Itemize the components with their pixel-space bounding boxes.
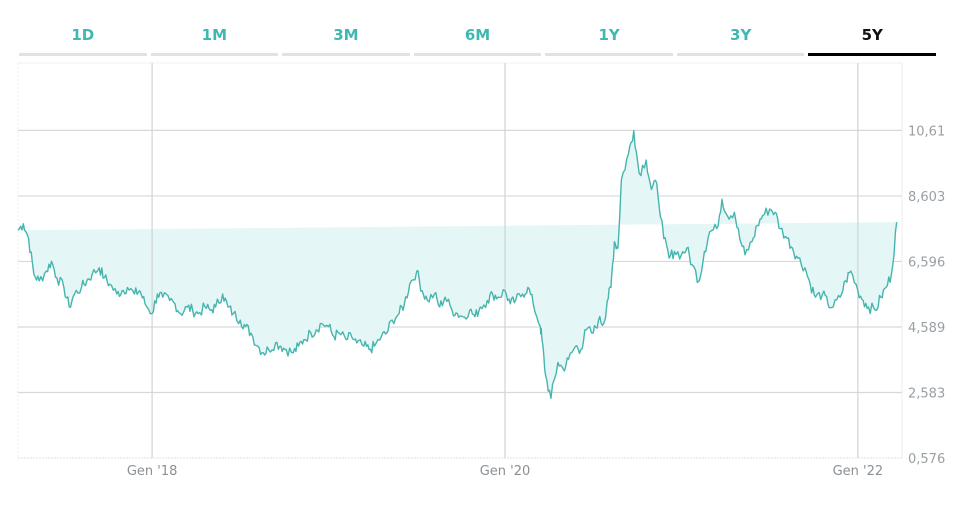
x-tick-label: Gen '18 (127, 464, 178, 479)
tab-1y[interactable]: 1Y (545, 20, 673, 58)
tab-1m[interactable]: 1M (150, 20, 279, 58)
range-tabs: 1D 1M 3M 6M 1Y 3Y 5Y (19, 20, 936, 58)
tab-3m[interactable]: 3M (282, 20, 410, 58)
price-line (17, 130, 898, 400)
x-tick-label: Gen '20 (480, 464, 531, 479)
x-tick-label: Gen '22 (833, 464, 884, 479)
tab-1d[interactable]: 1D (19, 20, 147, 58)
y-axis-labels: 10,61 8,603 6,596 4,589 2,583 0,576 (908, 124, 945, 467)
y-tick-label: 10,61 (908, 124, 945, 139)
tab-3y[interactable]: 3Y (676, 20, 805, 58)
tab-6m[interactable]: 6M (413, 20, 542, 58)
y-tick-label: 6,596 (908, 255, 945, 270)
y-tick-label: 0,576 (908, 452, 945, 467)
y-tick-label: 4,589 (908, 321, 945, 336)
tab-5y[interactable]: 5Y (808, 20, 936, 58)
y-tick-label: 2,583 (908, 386, 945, 401)
area-fill (18, 130, 897, 399)
y-tick-label: 8,603 (908, 190, 945, 205)
vertical-grid-lines (151, 63, 859, 458)
x-axis-labels: Gen '18 Gen '20 Gen '22 (127, 464, 883, 479)
